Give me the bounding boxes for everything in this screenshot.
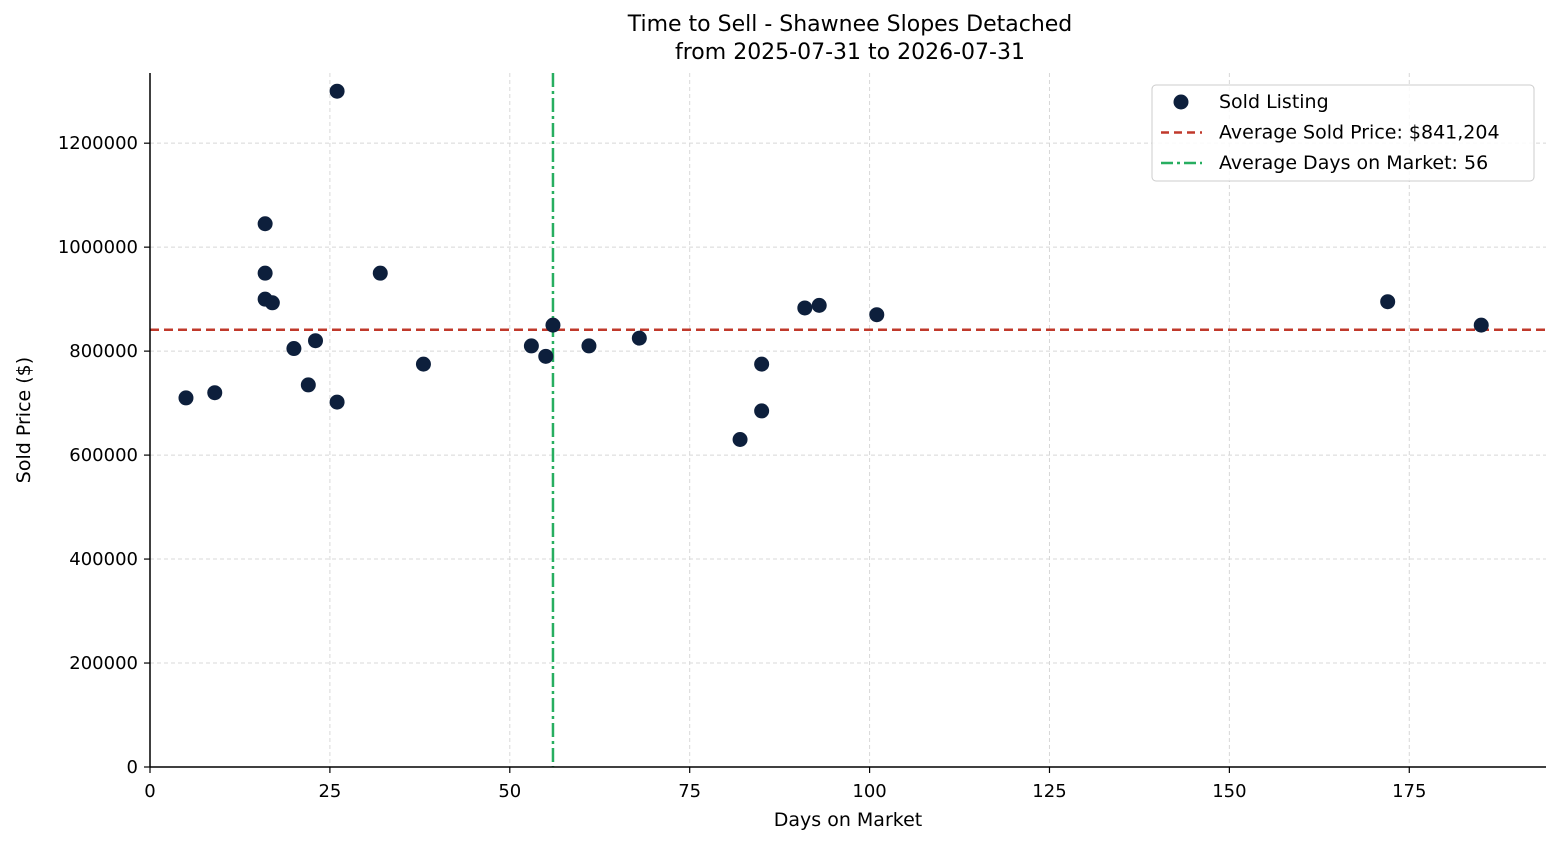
- y-tick-label: 400000: [69, 549, 138, 570]
- data-point: [545, 317, 561, 333]
- x-tick-label: 75: [678, 781, 701, 802]
- data-point: [869, 307, 885, 323]
- x-tick-label: 150: [1212, 781, 1246, 802]
- y-axis-ticks: 0 200000 400000 600000 800000 1000000 1200000: [58, 133, 150, 778]
- data-point: [754, 356, 770, 372]
- y-tick-label: 1200000: [58, 133, 138, 154]
- y-tick-label: 200000: [69, 653, 138, 674]
- data-point: [631, 330, 647, 346]
- x-tick-label: 0: [144, 781, 155, 802]
- reference-lines: [150, 73, 1546, 767]
- data-point: [581, 338, 597, 354]
- x-tick-label: 100: [852, 781, 886, 802]
- data-point: [300, 377, 316, 393]
- data-point: [415, 356, 431, 372]
- x-tick-label: 125: [1032, 781, 1066, 802]
- y-tick-label: 800000: [69, 341, 138, 362]
- y-tick-label: 600000: [69, 445, 138, 466]
- data-point: [178, 390, 194, 406]
- data-point: [372, 265, 388, 281]
- chart-title: Time to Sell - Shawnee Slopes Detached: [627, 12, 1073, 37]
- data-points: [178, 83, 1489, 447]
- data-point: [811, 297, 827, 313]
- y-tick-label: 0: [127, 757, 138, 778]
- legend-box: [1151, 84, 1535, 182]
- data-point: [257, 265, 273, 281]
- y-tick-label: 1000000: [58, 237, 138, 258]
- grid: [149, 73, 1546, 768]
- data-point: [754, 403, 770, 419]
- data-point: [1473, 317, 1489, 333]
- data-point: [308, 333, 324, 349]
- data-point: [732, 431, 748, 447]
- x-axis-ticks: 0 25 50 75 100 125 150 175: [144, 767, 1426, 802]
- data-point: [264, 295, 280, 311]
- chart-subtitle: from 2025-07-31 to 2026-07-31: [675, 40, 1025, 65]
- x-tick-label: 25: [318, 781, 341, 802]
- data-point: [329, 83, 345, 99]
- data-point: [207, 385, 223, 401]
- legend-label: Average Days on Market: 56: [1219, 152, 1488, 174]
- axes: [149, 73, 1546, 768]
- legend: Sold Listing Average Sold Price: $841,204…: [1151, 84, 1535, 182]
- legend-label: Average Sold Price: $841,204: [1219, 122, 1500, 144]
- data-point: [797, 300, 813, 316]
- data-point: [1380, 294, 1396, 310]
- x-axis-label: Days on Market: [774, 809, 922, 831]
- data-point: [538, 348, 554, 364]
- x-tick-label: 175: [1392, 781, 1426, 802]
- data-point: [286, 341, 302, 357]
- data-point: [257, 216, 273, 232]
- legend-label: Sold Listing: [1219, 91, 1329, 113]
- legend-marker: [1173, 94, 1189, 110]
- y-axis-label: Sold Price ($): [13, 357, 35, 483]
- data-point: [329, 394, 345, 410]
- x-tick-label: 50: [498, 781, 521, 802]
- data-point: [523, 338, 539, 354]
